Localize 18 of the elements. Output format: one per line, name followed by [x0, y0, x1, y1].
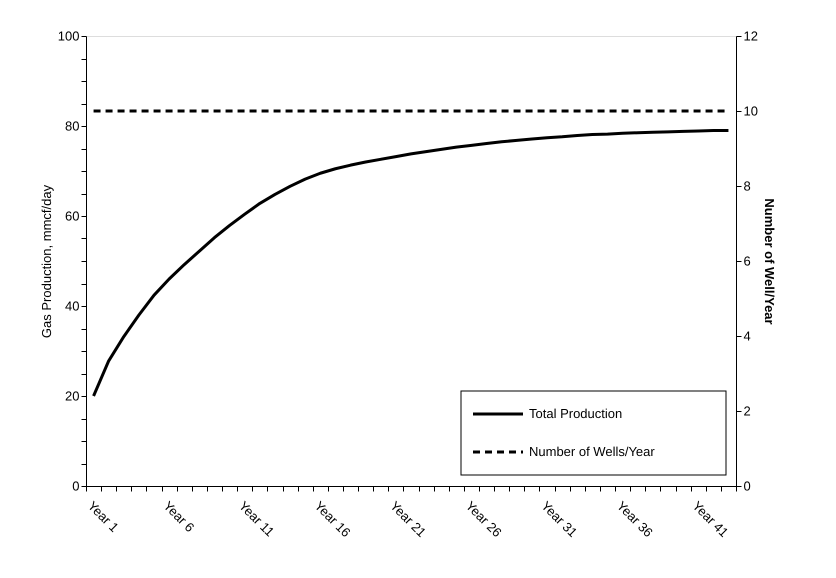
y2-tick-label: 4	[744, 328, 751, 344]
y-tick-label: 80	[65, 118, 80, 134]
y-tick-label: 40	[65, 298, 80, 314]
y2-tick-label: 6	[744, 254, 751, 268]
y-tick-label: 100	[58, 28, 80, 44]
y2-tick-label: 12	[744, 28, 758, 44]
y-axis-title: Gas Production, mmcf/day	[38, 184, 54, 338]
legend-label: Number of Wells/Year	[529, 444, 656, 459]
y-tick-label: 0	[72, 478, 80, 494]
y2-tick-label: 0	[744, 478, 751, 494]
legend-label: Total Production	[529, 406, 622, 421]
y2-tick-label: 8	[744, 178, 751, 194]
y2-tick-label: 2	[744, 404, 751, 418]
y2-tick-label: 10	[744, 104, 758, 118]
y-tick-label: 20	[65, 388, 80, 404]
line-series	[92, 129, 730, 398]
y-tick-label: 60	[65, 208, 80, 224]
y2-axis-title: Number of Well/Year	[762, 198, 777, 325]
